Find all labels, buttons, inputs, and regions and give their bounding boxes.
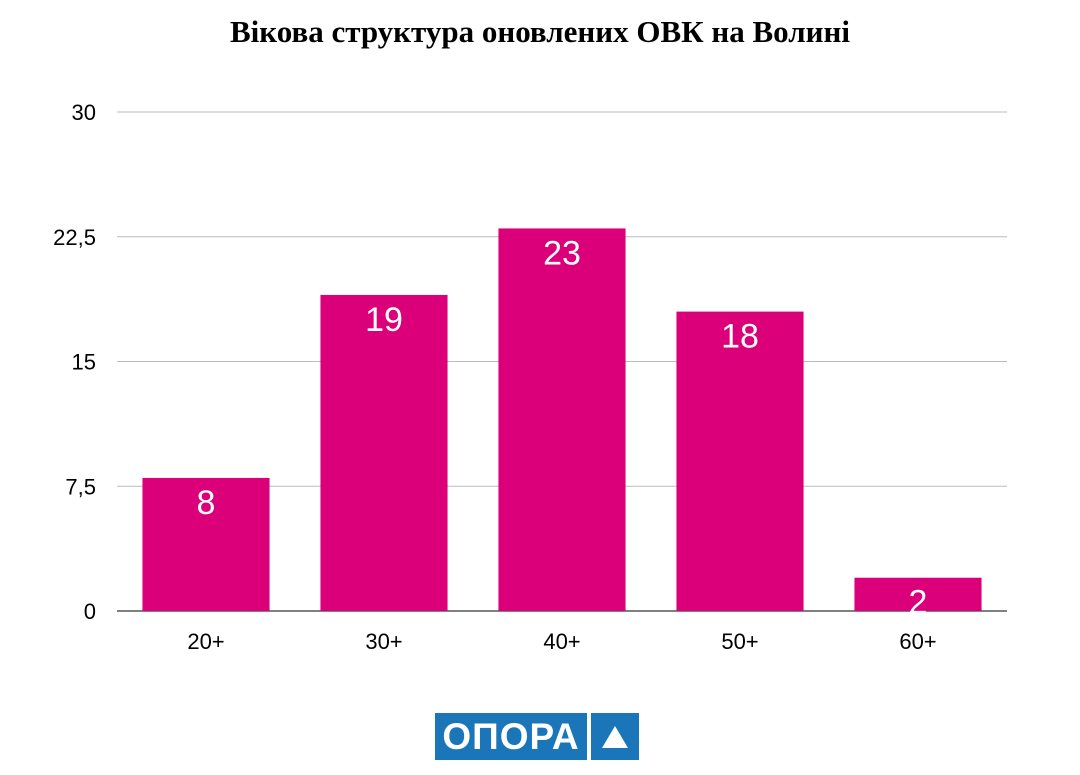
x-tick-label: 60+: [899, 629, 936, 654]
data-label: 2: [909, 584, 928, 622]
y-tick-label: 7,5: [65, 474, 96, 499]
y-tick-label: 30: [72, 100, 96, 125]
chart-title: Вікова структура оновлених ОВК на Волині: [230, 14, 850, 49]
logo-text: ОПОРА: [435, 713, 587, 760]
bar-chart: 0 7,5 15 22,5 30 8 19 23 18 2 20+ 30+ 40+ 50+ 60+: [53, 100, 1007, 654]
data-label: 8: [197, 484, 216, 522]
x-tick-label: 40+: [543, 629, 580, 654]
bars: 8 19 23 18 2: [142, 228, 982, 622]
bar: [320, 294, 448, 611]
x-tick-label: 30+: [365, 629, 402, 654]
y-tick-label: 22,5: [53, 225, 96, 250]
x-tick-label: 20+: [187, 629, 224, 654]
bar: [498, 228, 626, 611]
triangle-icon: [591, 713, 639, 760]
bar: [854, 577, 982, 611]
x-tick-label: 50+: [721, 629, 758, 654]
x-axis-ticks: 20+ 30+ 40+ 50+ 60+: [187, 629, 936, 654]
bar: [142, 477, 270, 611]
bar: [676, 311, 804, 611]
data-label: 23: [543, 234, 581, 272]
data-label: 19: [365, 301, 403, 339]
y-tick-label: 15: [72, 350, 96, 375]
y-tick-label: 0: [84, 599, 96, 624]
y-axis-ticks: 0 7,5 15 22,5 30: [53, 100, 96, 624]
data-label: 18: [721, 318, 759, 356]
opora-logo: ОПОРА: [435, 713, 639, 760]
